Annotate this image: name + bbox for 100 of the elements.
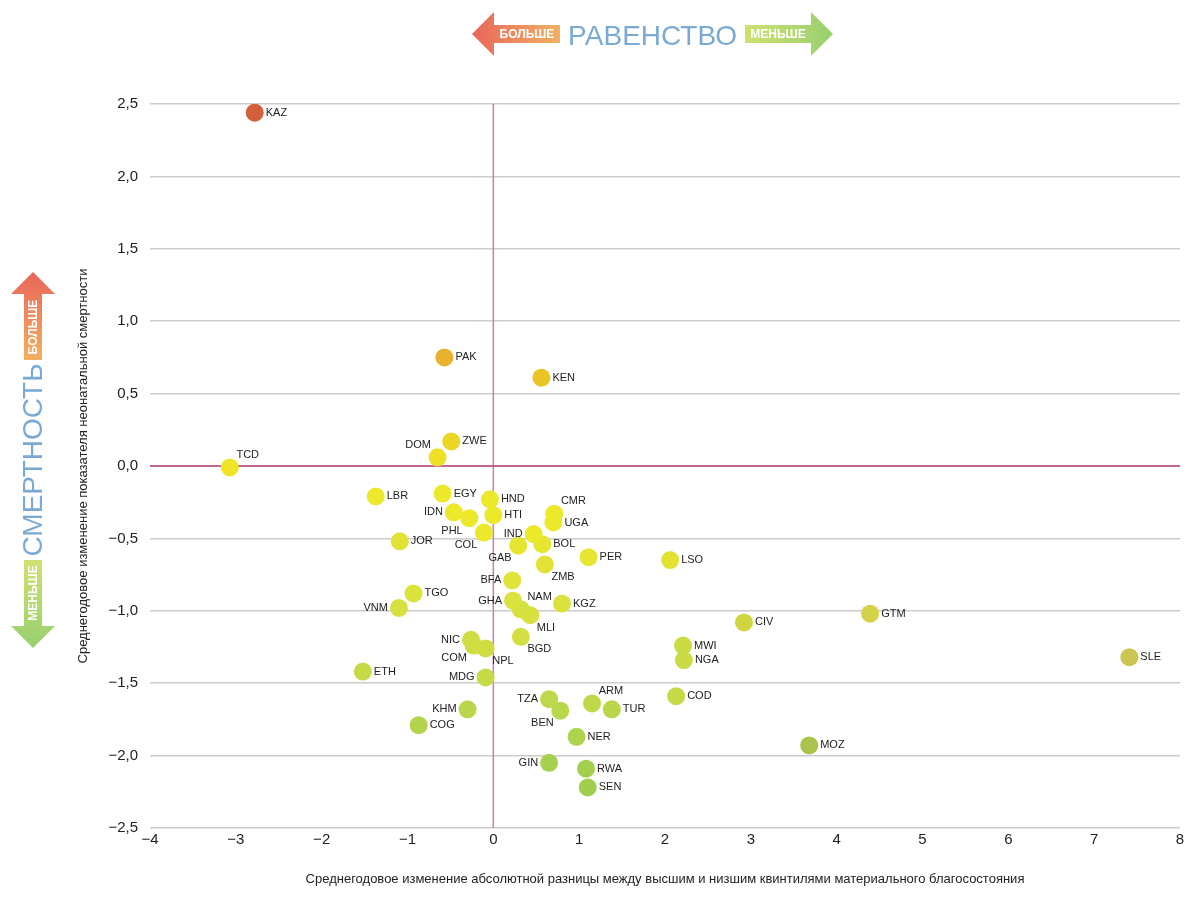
series-label: BOL xyxy=(553,537,576,550)
series-label: MOZ xyxy=(820,738,845,751)
point xyxy=(480,490,499,509)
point xyxy=(578,778,597,797)
series-label: IDN xyxy=(423,505,443,518)
point xyxy=(579,548,598,567)
point xyxy=(444,503,463,522)
point xyxy=(674,636,693,655)
point xyxy=(661,551,680,570)
point xyxy=(540,753,559,772)
series-label: HTI xyxy=(504,508,523,521)
x-tick-label: 2 xyxy=(660,830,670,848)
point xyxy=(535,555,554,574)
x-axis-title: Среднегодовое изменение абсолютной разницы между высшим и низшим квинтилями материального благосостояния xyxy=(305,870,1025,886)
series-label: TUR xyxy=(622,702,646,715)
point xyxy=(220,458,239,477)
point xyxy=(476,668,495,687)
series-label: COG xyxy=(429,718,455,731)
point xyxy=(524,525,543,544)
y-tick-label: −2,0 xyxy=(108,745,138,763)
point xyxy=(567,727,586,746)
x-tick-label: −3 xyxy=(227,830,245,848)
x-tick-label: 1 xyxy=(574,830,584,848)
series-label: COD xyxy=(687,689,712,702)
y-tick-label: −1,0 xyxy=(108,600,138,618)
x-tick-label: 4 xyxy=(832,830,841,848)
series-label: DOM xyxy=(405,437,431,450)
series-label: RWA xyxy=(597,761,623,774)
point xyxy=(551,701,570,720)
point xyxy=(460,509,479,528)
y-tick-label: 2,5 xyxy=(117,94,138,112)
series-label: TGO xyxy=(424,586,449,599)
series-label: ZMB xyxy=(551,570,575,583)
text: РАВЕНСТВО xyxy=(568,20,737,52)
point xyxy=(435,348,454,367)
series-label: TZA xyxy=(517,692,539,705)
series-label: BEN xyxy=(531,716,554,729)
y-tick-label: 1,0 xyxy=(117,311,138,329)
x-tick-label: 5 xyxy=(918,830,927,848)
point xyxy=(511,627,530,646)
series-label: BGD xyxy=(527,642,552,655)
right-arrow: МЕНЬШЕ xyxy=(745,12,833,56)
x-tick-label: −1 xyxy=(398,830,417,848)
series-label: UGA xyxy=(564,515,589,528)
point xyxy=(428,448,447,467)
series-label: MWI xyxy=(694,638,717,651)
x-tick-label: 3 xyxy=(746,830,756,848)
point xyxy=(462,630,481,649)
x-tick-label: −4 xyxy=(141,830,159,848)
series-label: COM xyxy=(441,651,467,664)
series-label: TCD xyxy=(236,447,260,460)
y-tick-label: −0,5 xyxy=(108,528,138,546)
series-label: ARM xyxy=(598,683,624,696)
up-arrow: БОЛЬШЕ xyxy=(11,272,55,360)
series-label: KHM xyxy=(432,702,457,715)
point xyxy=(734,613,753,632)
x-tick-label: 0 xyxy=(489,830,498,848)
series-label: NGA xyxy=(694,653,720,666)
point xyxy=(667,687,686,706)
series-label: NER xyxy=(587,729,611,742)
series-label: PHL xyxy=(441,523,463,536)
point xyxy=(366,487,385,506)
series-label: ETH xyxy=(373,664,396,677)
series-label: VNM xyxy=(363,600,388,613)
point xyxy=(404,584,423,603)
y-tick-label: 0,5 xyxy=(117,383,138,401)
point xyxy=(389,598,408,617)
series-label: GIN xyxy=(518,755,539,768)
series-label: SLE xyxy=(1140,650,1162,663)
series-label: NAM xyxy=(527,589,552,602)
series-label: COL xyxy=(454,538,478,551)
point xyxy=(504,591,523,610)
series-label: PAK xyxy=(455,350,478,363)
series-label: MLI xyxy=(536,620,556,633)
point xyxy=(433,484,452,503)
y-axis-title: Среднегодовое изменение показателя неонатальной смертности xyxy=(75,268,91,664)
text: СМЕРТНОСТЬ xyxy=(16,363,49,557)
y-tick-label: 0,0 xyxy=(117,456,138,474)
series-label: IND xyxy=(503,527,523,540)
x-tick-label: −2 xyxy=(313,830,331,848)
y-tick-label: −2,5 xyxy=(108,818,138,836)
point xyxy=(458,700,477,719)
point xyxy=(474,523,493,542)
point xyxy=(540,690,559,709)
series-label: LBR xyxy=(386,489,409,502)
point xyxy=(602,700,621,719)
series-label: ZWE xyxy=(462,434,487,447)
series-label: NIC xyxy=(441,632,461,645)
x-tick-label: 6 xyxy=(1004,830,1013,848)
point xyxy=(1120,648,1139,667)
series-label: JOR xyxy=(410,534,433,547)
point xyxy=(674,651,693,670)
series-label: CMR xyxy=(560,494,586,507)
series-label: MDG xyxy=(448,670,475,683)
point xyxy=(409,716,428,735)
point xyxy=(390,532,409,551)
series-label: LSO xyxy=(681,553,704,566)
x-tick-label: 7 xyxy=(1089,830,1099,848)
point xyxy=(577,759,596,778)
point xyxy=(553,594,571,613)
